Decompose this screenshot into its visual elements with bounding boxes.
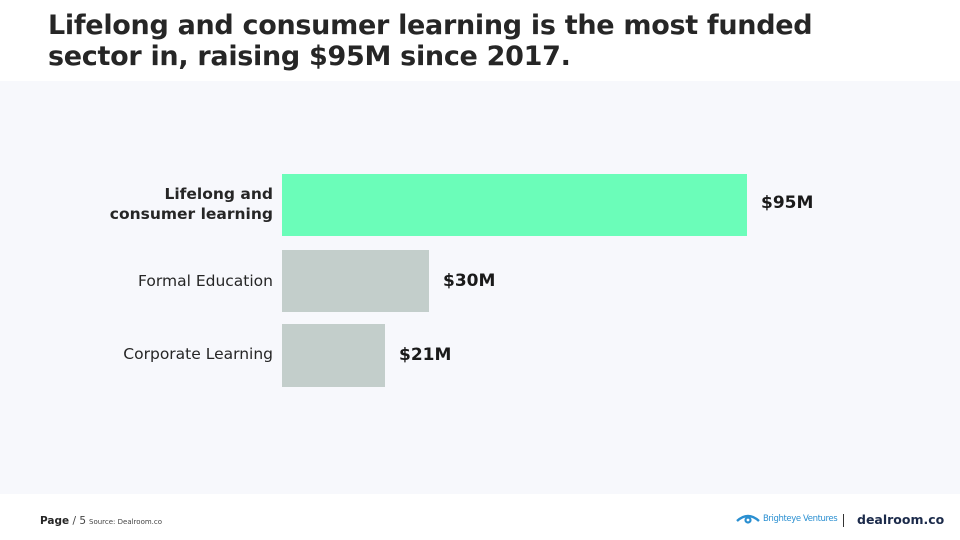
- source-note: Source: Dealroom.co: [89, 518, 163, 526]
- bar-corporate-learning: [282, 324, 385, 387]
- slide-title: Lifelong and consumer learning is the mo…: [48, 10, 908, 72]
- logo-divider: [843, 514, 844, 527]
- page-indicator: Page / 5: [40, 515, 86, 527]
- category-label-lifelong: Lifelong and consumer learning: [110, 184, 273, 224]
- value-label-lifelong: $95M: [761, 193, 814, 213]
- chart-panel: [0, 81, 960, 494]
- page-number: / 5: [72, 515, 87, 527]
- category-label-line: consumer learning: [109, 205, 273, 223]
- value-label-corporate-learning: $21M: [399, 345, 452, 365]
- bar-lifelong: [282, 174, 747, 236]
- category-label-line: Lifelong and: [164, 185, 273, 203]
- brighteye-logo-text: Brighteye Ventures: [763, 514, 838, 524]
- category-label-formal-education: Formal Education: [138, 272, 273, 290]
- title-line-1: Lifelong and consumer learning is the mo…: [48, 10, 813, 41]
- value-label-formal-education: $30M: [443, 271, 496, 291]
- bar-formal-education: [282, 250, 429, 312]
- page-label: Page: [40, 515, 70, 527]
- title-line-2: sector in, raising $95M since 2017.: [48, 41, 571, 72]
- dealroom-logo: dealroom.co: [857, 512, 945, 527]
- brighteye-logo: Brighteye Ventures: [736, 513, 838, 525]
- category-label-corporate-learning: Corporate Learning: [123, 345, 273, 363]
- eye-icon: [736, 514, 760, 524]
